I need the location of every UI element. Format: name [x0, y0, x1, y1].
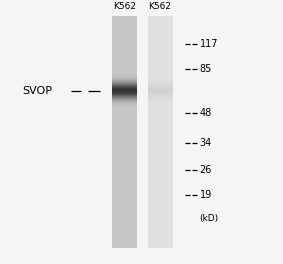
- Text: 48: 48: [200, 108, 212, 118]
- Text: 85: 85: [200, 64, 212, 74]
- Text: SVOP: SVOP: [23, 86, 53, 96]
- Text: 26: 26: [200, 165, 212, 175]
- Text: (kD): (kD): [200, 214, 219, 223]
- Text: 117: 117: [200, 39, 218, 49]
- Text: 19: 19: [200, 190, 212, 200]
- Text: 34: 34: [200, 138, 212, 148]
- Text: K562: K562: [113, 2, 136, 11]
- Text: K562: K562: [148, 2, 171, 11]
